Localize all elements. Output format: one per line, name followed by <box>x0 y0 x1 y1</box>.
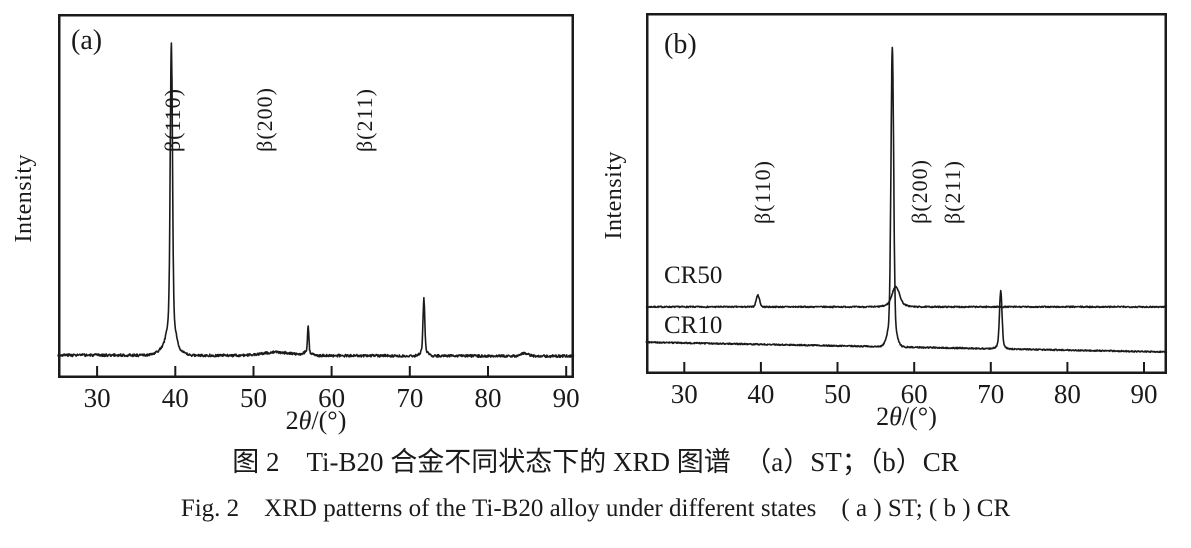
x-axis-label-b: 2θ/(°) <box>876 402 937 431</box>
xrd-panel-b: Intensity (b) 2θ/(°) 30 40 50 60 70 80 90 β(110… <box>601 13 1168 430</box>
figure-caption-zh: 图 2 Ti-B20 合金不同状态下的 XRD 图谱 （a）ST；（b）CR <box>232 447 959 477</box>
plot-area-b <box>645 13 1168 374</box>
panel-label-b: (b) <box>664 29 697 60</box>
xrd-curve-ST <box>57 42 575 359</box>
x-tick-label-60: 60 <box>900 379 928 409</box>
x-tick-label-40: 40 <box>747 379 775 409</box>
plot-border <box>646 13 1167 374</box>
x-axis-label-a: 2θ/(°) <box>285 406 347 435</box>
plot-area-a <box>57 14 575 378</box>
x-tick-label-80: 80 <box>1053 379 1081 409</box>
peak-annotation-200: β(200) <box>251 87 277 152</box>
x-tick-label-30: 30 <box>83 383 111 413</box>
xrd-panel-a: Intensity (a) 2θ/(°) 30 40 50 60 70 80 90 β(110… <box>11 14 580 434</box>
peak-annotation-110: β(110) <box>749 159 775 224</box>
x-tick-label-60: 60 <box>318 383 346 413</box>
x-tick-label-90: 90 <box>552 383 580 413</box>
x-tick-label-70: 70 <box>977 379 1005 409</box>
xrd-curve-CR10 <box>645 46 1168 354</box>
panel-label-a: (a) <box>71 25 103 56</box>
peak-annotation-200: β(200) <box>906 159 932 224</box>
figure-caption-en: Fig. 2 XRD patterns of the Ti-B20 alloy … <box>180 495 1011 522</box>
peak-annotation-211: β(211) <box>351 87 377 152</box>
x-tick-label-40: 40 <box>161 383 189 413</box>
x-tick-label-90: 90 <box>1130 379 1158 409</box>
peak-annotation-211: β(211) <box>939 159 965 224</box>
x-tick-label-50: 50 <box>824 379 852 409</box>
y-axis-label-b: Intensity <box>601 151 627 240</box>
x-tick-label-70: 70 <box>396 383 424 413</box>
xrd-curve-CR50 <box>645 285 1168 309</box>
series-label-CR10: CR10 <box>664 312 723 339</box>
x-tick-label-30: 30 <box>670 379 698 409</box>
x-tick-label-50: 50 <box>239 383 267 413</box>
peak-annotation-110: β(110) <box>160 87 186 152</box>
plot-border <box>58 14 574 378</box>
y-axis-label-a: Intensity <box>11 154 37 243</box>
x-tick-label-80: 80 <box>474 383 502 413</box>
series-label-CR50: CR50 <box>664 262 723 289</box>
